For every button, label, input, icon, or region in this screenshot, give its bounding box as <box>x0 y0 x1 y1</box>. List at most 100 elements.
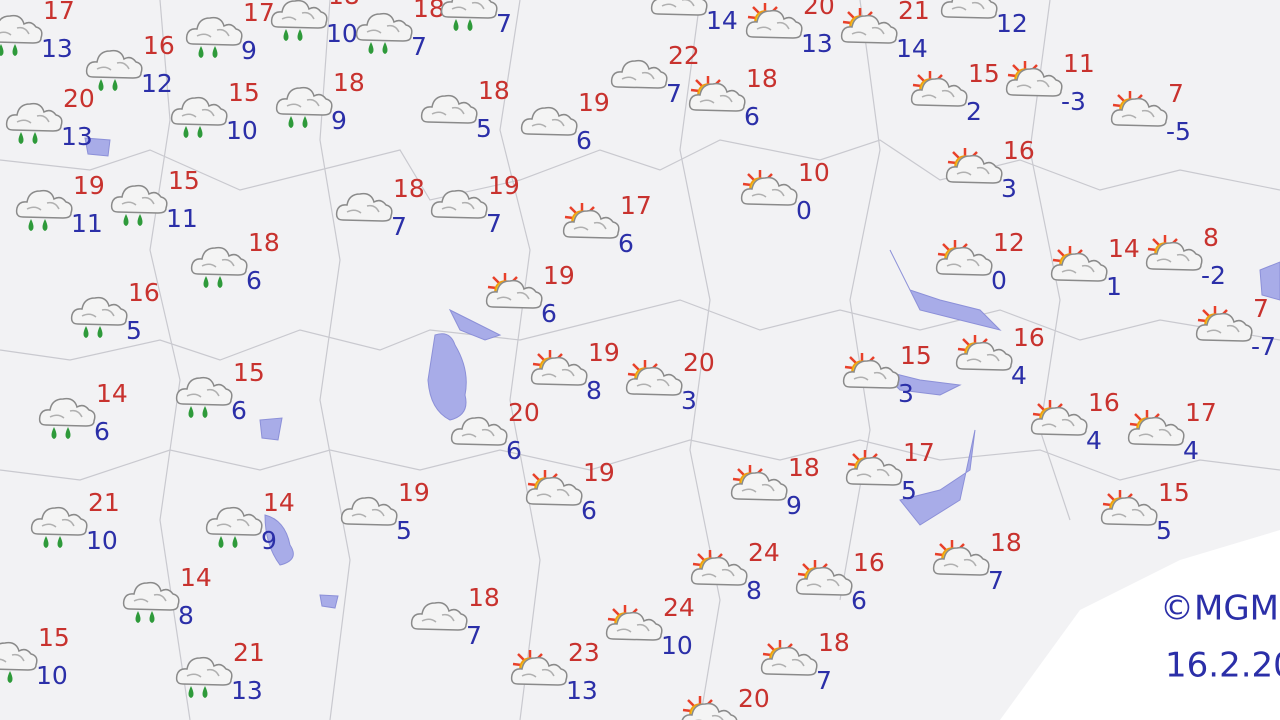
weather-icon <box>730 463 788 501</box>
weather-icon <box>5 102 63 144</box>
sea <box>1000 530 1280 720</box>
low-temp: 7 <box>466 621 482 650</box>
cloud <box>605 611 663 641</box>
high-temp: 20 <box>803 0 835 20</box>
low-temp: 9 <box>241 36 257 65</box>
weather-icon <box>335 192 393 222</box>
high-temp: 17 <box>1185 398 1217 427</box>
low-temp: 13 <box>41 34 73 63</box>
low-temp: 12 <box>996 9 1028 38</box>
high-temp: 15 <box>968 59 1000 88</box>
low-temp: 7 <box>486 209 502 238</box>
cloud <box>15 189 73 219</box>
cloud <box>932 546 990 576</box>
low-temp: 1 <box>1106 272 1122 301</box>
weather-icon <box>955 333 1013 371</box>
weather-icon <box>1050 244 1108 282</box>
rain-drops <box>0 44 18 56</box>
weather-icon <box>760 638 818 676</box>
cloud <box>530 356 588 386</box>
low-temp: 10 <box>226 116 258 145</box>
low-temp: 0 <box>796 196 812 225</box>
cloud <box>340 496 398 526</box>
weather-icon <box>610 59 668 89</box>
cloud <box>690 556 748 586</box>
weather-icon <box>1030 398 1088 436</box>
cloud <box>1005 67 1063 97</box>
lakes <box>84 137 1280 609</box>
weather-icon <box>450 416 508 446</box>
weather-icon <box>1100 488 1158 526</box>
rain-drops <box>183 126 203 138</box>
cloud <box>935 246 993 276</box>
weather-icon <box>185 16 243 58</box>
high-temp: 18 <box>333 68 365 97</box>
cloud <box>485 279 543 309</box>
high-temp: 18 <box>818 628 850 657</box>
low-temp: 5 <box>476 114 492 143</box>
high-temp: 7 <box>1253 294 1269 323</box>
low-temp: 3 <box>898 379 914 408</box>
cloud <box>1050 252 1108 282</box>
low-temp: 6 <box>506 436 522 465</box>
low-temp: 0 <box>991 266 1007 295</box>
high-temp: 16 <box>1088 388 1120 417</box>
low-temp: 7 <box>666 79 682 108</box>
rain-drops <box>28 219 48 231</box>
high-temp: 18 <box>990 528 1022 557</box>
high-temp: 14 <box>96 379 128 408</box>
high-temp: 18 <box>478 76 510 105</box>
high-temp: 15 <box>1158 478 1190 507</box>
weather-icon <box>340 496 398 526</box>
cloud <box>110 184 168 214</box>
high-temp: 17 <box>243 0 275 27</box>
weather-icon <box>845 448 903 486</box>
high-temp: 19 <box>488 171 520 200</box>
high-temp: 18 <box>393 174 425 203</box>
weather-icon <box>940 0 998 19</box>
high-temp: 19 <box>398 478 430 507</box>
weather-icon <box>440 0 498 31</box>
cloud <box>0 641 38 671</box>
weather-icon <box>420 94 478 124</box>
weather-icon <box>30 506 88 548</box>
cloud <box>85 49 143 79</box>
high-temp: 15 <box>900 341 932 370</box>
cloud <box>430 189 488 219</box>
weather-icon <box>38 397 96 439</box>
low-temp: 6 <box>851 586 867 615</box>
low-temp: 10 <box>86 526 118 555</box>
cloud <box>30 506 88 536</box>
low-temp: -2 <box>1201 261 1226 290</box>
low-temp: 7 <box>391 212 407 241</box>
low-temp: 6 <box>744 102 760 131</box>
low-temp: 9 <box>331 106 347 135</box>
weather-icon <box>355 12 413 54</box>
rain-drops <box>203 276 223 288</box>
rain-drops <box>198 46 218 58</box>
high-temp: 18 <box>788 453 820 482</box>
high-temp: 18 <box>746 64 778 93</box>
high-temp: 20 <box>63 84 95 113</box>
low-temp: -3 <box>1061 87 1086 116</box>
high-temp: 18 <box>328 0 360 10</box>
low-temp: 6 <box>581 496 597 525</box>
cloud <box>745 9 803 39</box>
low-temp: 3 <box>1001 174 1017 203</box>
weather-icon <box>0 641 38 683</box>
low-temp: 12 <box>141 69 173 98</box>
low-temp: 8 <box>586 376 602 405</box>
weather-icon <box>932 538 990 576</box>
rain-drops <box>43 536 63 548</box>
rain-drops <box>98 79 118 91</box>
weather-icon <box>910 69 968 107</box>
low-temp: 6 <box>576 126 592 155</box>
high-temp: 17 <box>903 438 935 467</box>
high-temp: 16 <box>128 278 160 307</box>
rain-drops <box>288 116 308 128</box>
high-temp: 24 <box>748 538 780 567</box>
low-temp: 11 <box>166 204 198 233</box>
rain-drops <box>83 326 103 338</box>
weather-icon <box>745 1 803 39</box>
cloud <box>510 656 568 686</box>
